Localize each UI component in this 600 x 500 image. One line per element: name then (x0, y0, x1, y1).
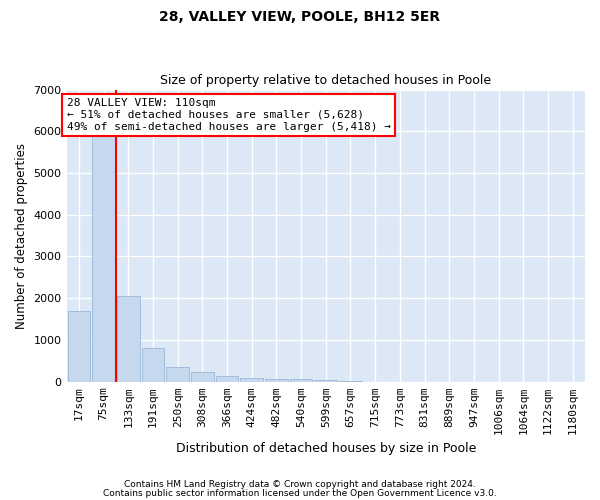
Title: Size of property relative to detached houses in Poole: Size of property relative to detached ho… (160, 74, 491, 87)
Y-axis label: Number of detached properties: Number of detached properties (15, 142, 28, 328)
Bar (191, 372, 214, 382)
Bar (290, 380, 313, 382)
Bar (142, 348, 164, 382)
Bar (339, 380, 362, 382)
Bar (265, 378, 288, 382)
X-axis label: Distribution of detached houses by size in Poole: Distribution of detached houses by size … (176, 442, 476, 455)
Bar (117, 296, 140, 382)
Bar (92, 136, 115, 382)
Text: 28 VALLEY VIEW: 110sqm
← 51% of detached houses are smaller (5,628)
49% of semi-: 28 VALLEY VIEW: 110sqm ← 51% of detached… (67, 98, 391, 132)
Bar (241, 378, 263, 382)
Text: 28, VALLEY VIEW, POOLE, BH12 5ER: 28, VALLEY VIEW, POOLE, BH12 5ER (160, 10, 440, 24)
Text: Contains HM Land Registry data © Crown copyright and database right 2024.: Contains HM Land Registry data © Crown c… (124, 480, 476, 489)
Bar (166, 368, 189, 382)
Bar (68, 310, 90, 382)
Text: Contains public sector information licensed under the Open Government Licence v3: Contains public sector information licen… (103, 490, 497, 498)
Bar (314, 380, 337, 382)
Bar (215, 376, 238, 382)
